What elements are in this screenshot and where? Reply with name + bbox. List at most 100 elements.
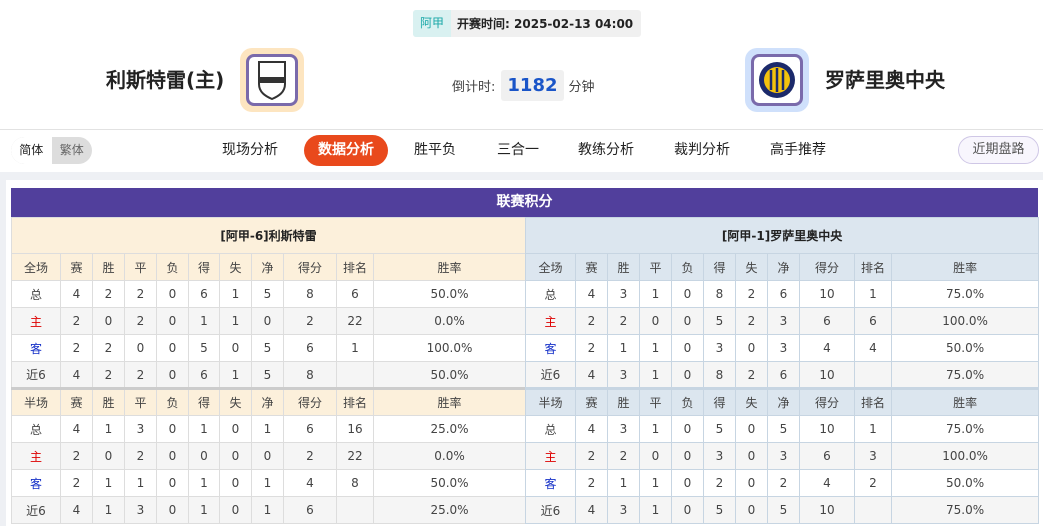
tab-coach-analysis[interactable]: 教练分析 — [578, 142, 634, 158]
column-header: 得分 — [283, 387, 337, 416]
column-header-row: 全场赛胜平负得失净得分 排名 胜率 — [11, 253, 527, 281]
table-row: 主 2 0 2 0 0 0 0 2 22 0.0% — [11, 442, 527, 470]
column-header: 胜率 — [372, 253, 527, 281]
tab-wdl[interactable]: 胜平负 — [414, 142, 456, 158]
lang-simplified[interactable]: 简体 — [11, 137, 52, 164]
table-cell: 0 — [219, 415, 252, 443]
column-header: 赛 — [575, 387, 608, 416]
table-cell: 1 — [188, 415, 220, 443]
row-label: 近6 — [525, 496, 576, 524]
section-label: 半场 — [525, 387, 576, 416]
table-cell: 2 — [575, 307, 608, 335]
table-cell: 4 — [60, 361, 93, 389]
table-cell: 1 — [219, 361, 252, 389]
tab-live-analysis[interactable]: 现场分析 — [222, 142, 278, 158]
table-cell: 50.0% — [890, 334, 1040, 362]
league-badge[interactable]: 阿甲 — [413, 10, 452, 37]
table-cell — [854, 361, 892, 389]
language-toggle[interactable]: 简体 繁体 — [11, 137, 92, 164]
table-cell: 3 — [124, 496, 157, 524]
column-header: 得 — [188, 253, 220, 281]
table-cell: 50.0% — [372, 280, 527, 308]
row-label: 主 — [11, 442, 61, 470]
tab-expert-picks[interactable]: 高手推荐 — [770, 142, 826, 158]
table-cell: 0.0% — [372, 442, 527, 470]
table-cell: 2 — [703, 469, 736, 497]
column-header: 得分 — [799, 387, 855, 416]
table-cell: 0 — [156, 334, 189, 362]
row-label: 客 — [525, 469, 576, 497]
divider — [0, 129, 1043, 130]
home-team-name[interactable]: 利斯特雷(主) — [106, 68, 225, 92]
shield-icon — [258, 61, 286, 100]
table-cell: 1 — [188, 469, 220, 497]
recent-odds-button[interactable]: 近期盘路 — [958, 136, 1039, 164]
tab-referee-analysis[interactable]: 裁判分析 — [674, 142, 730, 158]
column-header: 赛 — [60, 253, 93, 281]
table-cell — [336, 496, 374, 524]
column-header: 胜率 — [890, 387, 1040, 416]
table-cell: 3 — [607, 415, 640, 443]
lang-traditional[interactable]: 繁体 — [59, 143, 84, 157]
table-cell: 22 — [336, 442, 374, 470]
table-cell: 50.0% — [890, 469, 1040, 497]
tab-three-in-one[interactable]: 三合一 — [497, 142, 539, 158]
team-header-row: [阿甲-1]罗萨里奥中央 — [524, 217, 1040, 254]
table-row: 近6 4 1 3 0 1 0 1 6 25.0% — [11, 496, 527, 524]
table-cell: 2 — [283, 307, 337, 335]
table-cell: 75.0% — [890, 361, 1040, 389]
column-header: 净 — [251, 253, 284, 281]
away-team-name[interactable]: 罗萨里奥中央 — [825, 68, 945, 92]
column-header: 赛 — [575, 253, 608, 281]
table-cell: 0 — [671, 361, 704, 389]
table-cell: 4 — [575, 280, 608, 308]
home-team-logo[interactable] — [240, 48, 304, 112]
table-cell: 6 — [799, 442, 855, 470]
column-header: 净 — [767, 253, 800, 281]
table-cell: 3 — [767, 307, 800, 335]
table-cell: 3 — [854, 442, 892, 470]
column-header: 胜 — [607, 253, 640, 281]
column-header: 得分 — [283, 253, 337, 281]
column-header: 平 — [124, 253, 157, 281]
column-header: 胜率 — [372, 387, 527, 416]
table-cell: 1 — [639, 334, 672, 362]
table-cell: 5 — [703, 496, 736, 524]
column-header: 平 — [639, 253, 672, 281]
row-label: 客 — [525, 334, 576, 362]
table-cell: 8 — [283, 361, 337, 389]
away-team-logo[interactable] — [745, 48, 809, 112]
table-cell: 1 — [219, 307, 252, 335]
table-cell: 10 — [799, 496, 855, 524]
table-cell: 6 — [283, 415, 337, 443]
team-label: [阿甲-6]利斯特雷 — [10, 217, 527, 254]
match-info: 阿甲 开赛时间: 2025-02-13 04:00 — [413, 10, 642, 37]
column-header: 排名 — [854, 387, 892, 416]
table-row: 客 2 1 1 0 3 0 3 4 4 50.0% — [525, 334, 1040, 362]
table-cell: 1 — [639, 496, 672, 524]
table-cell: 0 — [156, 280, 189, 308]
table-row: 主 2 2 0 0 5 2 3 6 6 100.0% — [525, 307, 1040, 335]
table-cell: 0 — [156, 496, 189, 524]
column-header: 得 — [703, 253, 736, 281]
home-standings-table: [阿甲-6]利斯特雷 全场赛胜平负得失净得分 排名 胜率总 4 2 2 0 6 1 5 8 6 50.0%… — [10, 217, 527, 524]
row-label: 总 — [11, 415, 61, 443]
row-label: 主 — [11, 307, 61, 335]
table-cell: 3 — [767, 334, 800, 362]
row-label: 总 — [525, 280, 576, 308]
table-cell: 0 — [219, 442, 252, 470]
column-header: 胜率 — [890, 253, 1040, 281]
table-cell: 1 — [92, 415, 125, 443]
column-header: 平 — [639, 387, 672, 416]
table-cell: 75.0% — [890, 415, 1040, 443]
column-header: 排名 — [336, 253, 374, 281]
column-header: 得 — [703, 387, 736, 416]
section-label: 半场 — [11, 387, 61, 416]
tab-data-analysis[interactable]: 数据分析 — [304, 135, 388, 166]
table-cell: 2 — [735, 361, 768, 389]
column-header: 失 — [219, 253, 252, 281]
table-cell: 4 — [575, 415, 608, 443]
table-cell: 2 — [92, 361, 125, 389]
table-cell: 0 — [219, 496, 252, 524]
column-header-row: 半场赛胜平负得失净得分 排名 胜率 — [11, 387, 527, 416]
